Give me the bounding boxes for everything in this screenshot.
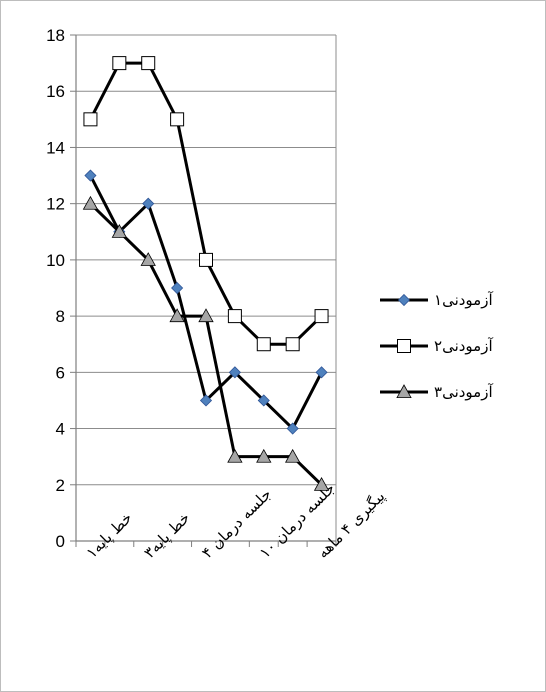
x-tick-label: خط پایه۱: [83, 509, 137, 563]
y-tick-label: 12: [46, 195, 65, 214]
series-2-point: [83, 112, 98, 127]
series-1: [84, 169, 328, 435]
gridlines: [76, 34, 336, 486]
series-1-point: [228, 366, 241, 379]
series-3-point: [82, 195, 99, 210]
series-1-point: [257, 394, 270, 407]
legend-label: آزمودنی۱: [434, 291, 493, 309]
series-group: [82, 56, 330, 491]
y-tick-label: 2: [56, 476, 65, 495]
y-tick-label: 16: [46, 82, 65, 101]
legend-marker-triangle: [396, 384, 412, 399]
series-2: [83, 56, 329, 352]
legend-label: آزمودنی۲: [434, 337, 493, 355]
y-tick-label: 18: [46, 26, 65, 45]
series-2-point: [141, 56, 156, 71]
legend-marker-square: [397, 339, 411, 353]
y-tick-label: 8: [56, 307, 65, 326]
series-3-point: [111, 223, 128, 238]
legend-item-3: آزمودنی۳: [380, 383, 493, 401]
y-axis-tick-labels: 0 2 4 6 8 10 12 14 16 18: [46, 26, 65, 551]
series-3-point: [140, 252, 156, 266]
y-tick-label: 6: [56, 363, 65, 382]
series-2-point: [199, 252, 213, 267]
legend-item-2: آزمودنی۲: [380, 337, 493, 355]
series-1-point: [84, 169, 97, 182]
series-1-point: [171, 281, 184, 295]
series-2-point: [227, 309, 242, 324]
legend: آزمودنی۱ آزمودنی۲ آزمودنی۳: [380, 291, 493, 401]
series-1-point: [315, 366, 328, 379]
series-3-point: [227, 448, 243, 463]
x-tick-label: خط پایه۳: [140, 509, 194, 563]
series-2-point: [112, 56, 127, 71]
series-3-point: [313, 476, 330, 491]
series-2-point: [256, 337, 271, 352]
y-tick-label: 10: [46, 251, 65, 270]
series-2-point: [170, 112, 185, 127]
legend-label: آزمودنی۳: [434, 383, 493, 401]
legend-item-1: آزمودنی۱: [380, 291, 493, 309]
y-tick-label: 4: [56, 420, 65, 439]
legend-marker-diamond: [397, 293, 411, 307]
series-1-point: [142, 197, 155, 210]
series-1-point: [286, 422, 299, 435]
series-2-point: [285, 337, 300, 352]
y-tick-label: 0: [56, 532, 65, 551]
series-3-point: [256, 448, 272, 463]
axes: [70, 34, 337, 547]
series-3-point: [198, 308, 214, 323]
series-2-point: [314, 309, 329, 324]
series-1-point: [199, 394, 213, 407]
series-1-line: [89, 174, 323, 431]
series-3-point: [169, 308, 185, 323]
series-3: [82, 195, 330, 491]
series-3-point: [284, 448, 301, 463]
y-tick-label: 14: [46, 138, 65, 157]
